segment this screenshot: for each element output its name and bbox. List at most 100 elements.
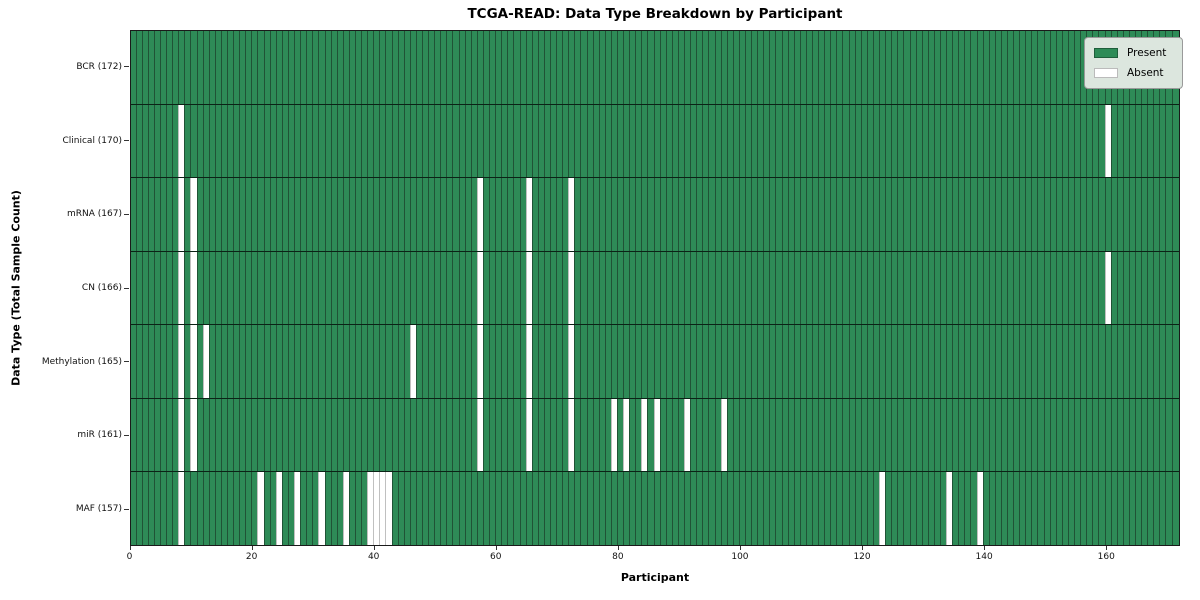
cell-present-Methylation-4 [153, 325, 160, 398]
cell-present-BCR-128 [909, 31, 916, 104]
cell-present-Clinical-144 [1007, 104, 1014, 178]
cell-present-Methylation-60 [495, 325, 502, 398]
cell-present-BCR-146 [1019, 31, 1026, 104]
cell-present-mRNA-79 [610, 178, 617, 251]
cell-present-miR-101 [744, 398, 752, 472]
cell-present-Clinical-12 [202, 104, 209, 178]
cell-present-Methylation-0 [130, 325, 136, 398]
y-tick-label-CN: CN (166) [81, 283, 122, 293]
cell-present-mRNA-17 [233, 178, 240, 251]
cell-present-MAF-52 [446, 472, 453, 546]
cell-present-Methylation-112 [812, 325, 819, 398]
cell-present-BCR-104 [763, 31, 770, 104]
cell-present-mRNA-140 [982, 178, 989, 251]
cell-present-Methylation-6 [166, 325, 173, 398]
cell-present-CN-130 [921, 251, 928, 325]
cell-present-CN-34 [336, 251, 343, 325]
cell-present-Methylation-99 [732, 325, 739, 398]
cell-present-Methylation-171 [1171, 325, 1178, 398]
cell-present-Clinical-112 [812, 104, 819, 178]
cell-present-CN-153 [1061, 251, 1068, 325]
cell-present-Clinical-65 [525, 104, 532, 178]
cell-present-MAF-55 [464, 472, 471, 546]
cell-present-Clinical-132 [933, 104, 940, 178]
cell-present-MAF-145 [1013, 472, 1020, 546]
cell-present-mRNA-53 [452, 178, 459, 251]
cell-present-CN-126 [897, 251, 904, 325]
cell-present-CN-31 [318, 251, 325, 325]
cell-present-miR-140 [982, 398, 989, 472]
cell-present-MAF-46 [409, 472, 416, 546]
cell-present-Methylation-136 [958, 325, 965, 398]
cell-present-Methylation-111 [805, 325, 812, 398]
cell-present-BCR-5 [159, 31, 167, 104]
cell-present-BCR-77 [598, 31, 605, 104]
cell-present-Methylation-3 [147, 325, 154, 398]
cell-present-Clinical-163 [1122, 104, 1129, 178]
cell-present-Methylation-100 [738, 325, 745, 398]
cell-present-miR-94 [702, 398, 709, 472]
cell-present-mRNA-94 [702, 178, 709, 251]
cell-present-BCR-137 [964, 31, 971, 104]
cell-present-BCR-131 [927, 31, 934, 104]
y-tick-label-mRNA: mRNA (167) [67, 209, 122, 220]
cell-present-CN-164 [1128, 251, 1135, 325]
cell-present-BCR-36 [348, 31, 355, 104]
cell-present-BCR-50 [434, 31, 441, 104]
cell-absent-MAF-35 [342, 472, 349, 546]
cell-present-mRNA-11 [196, 178, 203, 251]
cell-present-mRNA-124 [885, 178, 892, 251]
cell-absent-mRNA-8 [178, 178, 185, 251]
cell-present-mRNA-169 [1159, 178, 1166, 251]
cell-present-mRNA-91 [684, 178, 691, 251]
cell-present-Methylation-86 [653, 325, 660, 398]
cell-present-Methylation-129 [915, 325, 922, 398]
cell-present-Clinical-124 [885, 104, 892, 178]
cell-present-mRNA-35 [342, 178, 349, 251]
legend-swatch-present-icon [1094, 48, 1118, 58]
cell-present-CN-147 [1025, 251, 1032, 325]
cell-absent-CN-160 [1104, 251, 1111, 325]
cell-present-Methylation-84 [641, 325, 648, 398]
x-axis-label: Participant [620, 571, 690, 584]
cell-present-MAF-150 [1043, 472, 1050, 546]
cell-present-MAF-148 [1031, 472, 1038, 546]
cell-present-BCR-26 [287, 31, 295, 104]
cell-present-MAF-102 [751, 472, 758, 546]
x-tick-label-0: 0 [126, 552, 133, 562]
cell-absent-MAF-24 [275, 472, 282, 546]
cell-present-CN-7 [172, 251, 179, 325]
cell-present-Methylation-73 [574, 325, 581, 398]
cell-present-mRNA-117 [842, 178, 849, 251]
cell-present-miR-83 [635, 398, 642, 472]
cell-present-Methylation-38 [361, 325, 368, 398]
cell-present-Methylation-110 [799, 325, 806, 398]
cell-present-CN-69 [549, 251, 557, 325]
cell-present-BCR-76 [592, 31, 599, 104]
cell-present-miR-108 [787, 398, 794, 472]
cell-present-MAF-96 [714, 472, 721, 546]
cell-present-miR-55 [464, 398, 471, 472]
cell-present-BCR-74 [580, 31, 587, 104]
cell-present-BCR-147 [1025, 31, 1032, 104]
cell-present-BCR-86 [653, 31, 660, 104]
cell-present-miR-31 [318, 398, 325, 472]
cell-present-MAF-69 [549, 472, 557, 546]
cell-present-Methylation-95 [708, 325, 715, 398]
cell-present-Clinical-106 [775, 104, 782, 178]
cell-absent-MAF-134 [946, 472, 953, 546]
cell-present-MAF-167 [1147, 472, 1154, 546]
cell-present-BCR-144 [1007, 31, 1014, 104]
cell-present-miR-126 [897, 398, 904, 472]
cell-present-CN-142 [994, 251, 1001, 325]
cell-present-CN-151 [1049, 251, 1056, 325]
cell-present-CN-27 [294, 251, 301, 325]
cell-present-BCR-33 [330, 31, 337, 104]
cell-present-MAF-83 [635, 472, 642, 546]
cell-present-BCR-17 [233, 31, 240, 104]
cell-present-BCR-150 [1043, 31, 1050, 104]
cell-present-Clinical-141 [988, 104, 995, 178]
cell-present-miR-153 [1061, 398, 1068, 472]
cell-present-miR-171 [1171, 398, 1178, 472]
cell-present-Clinical-55 [464, 104, 471, 178]
